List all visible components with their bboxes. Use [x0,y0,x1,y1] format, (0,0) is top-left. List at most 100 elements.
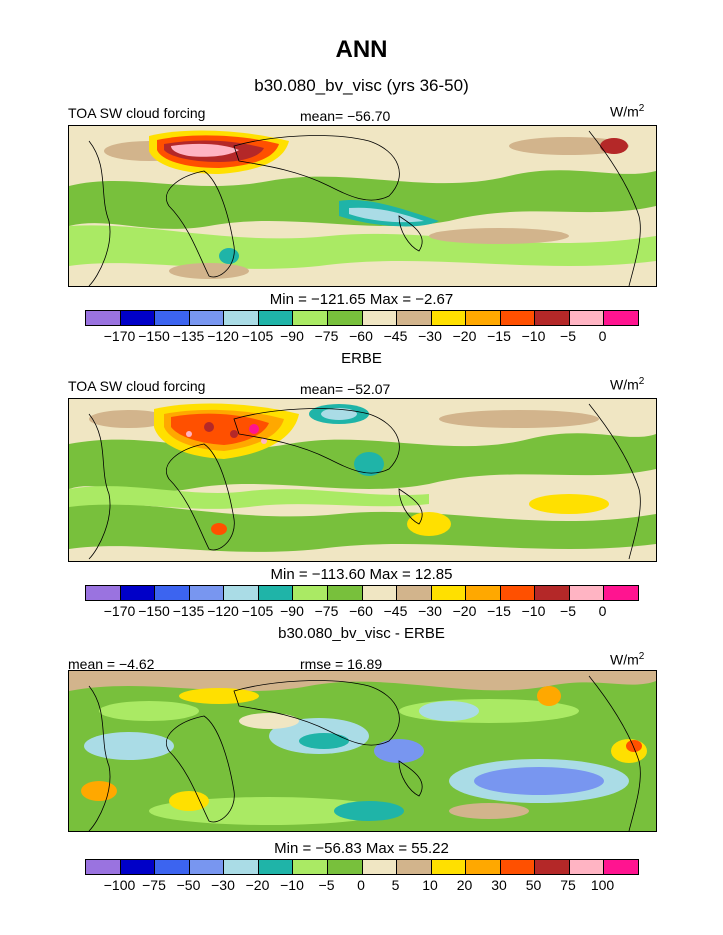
panel3-heading: b30.080_bv_visc - ERBE [278,625,445,642]
colorbar-swatch [397,311,432,325]
colorbar-tick-label: −105 [241,603,274,619]
colorbar-tick-label: 50 [525,877,542,893]
colorbar-swatch [155,860,190,874]
colorbar-swatch [569,311,605,325]
colorbar-swatch [500,311,536,325]
colorbar-tick-label: −45 [383,328,408,344]
colorbar-tick-label: −90 [280,328,304,344]
colorbar-tick-label: 0 [598,603,607,619]
panel2-colorbar [85,585,639,601]
colorbar-tick-label: −10 [521,328,546,344]
colorbar-swatch [604,311,638,325]
colorbar-tick-label: −120 [207,328,239,344]
colorbar-tick-label: −5 [560,603,576,619]
colorbar-tick-label: −60 [349,328,373,344]
colorbar-tick-label: −5 [318,877,335,893]
colorbar-swatch [293,586,328,600]
colorbar-tick-label: −30 [418,603,442,619]
colorbar-swatch [569,860,605,874]
colorbar-tick-label: −100 [103,877,136,893]
colorbar-tick-label: −170 [103,603,136,619]
case-subtitle: b30.080_bv_visc (yrs 36-50) [254,76,469,95]
colorbar-swatch [258,586,294,600]
panel1-mean-label: mean= −56.70 [300,108,391,124]
colorbar-swatch [120,311,156,325]
colorbar-tick-label: −45 [383,603,408,619]
colorbar-tick-label: −170 [103,328,136,344]
panel1-map [68,125,657,287]
colorbar-swatch [362,860,398,874]
colorbar-tick-label: −75 [314,328,339,344]
colorbar-swatch [327,311,363,325]
panel2-heading: ERBE [341,350,382,367]
colorbar-swatch [569,586,605,600]
colorbar-swatch [155,311,190,325]
colorbar-tick-label: −30 [418,328,442,344]
colorbar-tick-label: −75 [142,877,166,893]
colorbar-swatch [431,586,467,600]
colorbar-swatch [293,860,328,874]
colorbar-swatch [535,860,570,874]
colorbar-swatch [155,586,190,600]
colorbar-swatch [86,311,121,325]
colorbar-swatch [293,311,328,325]
colorbar-swatch [466,311,501,325]
colorbar-tick-label: −20 [452,328,477,344]
colorbar-swatch [86,586,121,600]
colorbar-swatch [258,311,294,325]
colorbar-tick-label: −135 [172,603,205,619]
colorbar-tick-label: −150 [138,603,170,619]
colorbar-tick-label: 20 [456,877,473,893]
panel3-map [68,670,657,832]
colorbar-swatch [327,586,363,600]
colorbar-swatch [397,586,432,600]
panel2-map [68,398,657,562]
colorbar-swatch [224,586,259,600]
panel1-minmax: Min = −121.65 Max = −2.67 [269,291,454,308]
colorbar-tick-label: −60 [349,603,373,619]
panel3-rmse-label: rmse = 16.89 [300,656,383,672]
colorbar-swatch [327,860,363,874]
colorbar-swatch [120,586,156,600]
colorbar-swatch [431,860,467,874]
colorbar-swatch [86,860,121,874]
colorbar-swatch [258,860,294,874]
colorbar-tick-label: −90 [280,603,304,619]
panel3-colorbar [85,859,639,875]
colorbar-swatch [224,311,259,325]
panel1-colorbar [85,310,639,326]
page-title: ANN [335,36,388,63]
colorbar-tick-label: −15 [487,603,511,619]
colorbar-tick-label: −150 [138,328,170,344]
colorbar-swatch [500,586,536,600]
panel2-field [69,399,656,561]
panel2-units: W/m2 [610,376,645,393]
panel2-minmax: Min = −113.60 Max = 12.85 [270,566,453,583]
colorbar-tick-label: −10 [521,603,546,619]
colorbar-tick-label: −50 [176,877,201,893]
colorbar-tick-label: 100 [590,877,615,893]
colorbar-tick-label: −30 [211,877,235,893]
panel1-colorbar-ticks: −170 −150 −135 −120 −105 −90 −75 −60 −45 −30 −20 −1… [85,328,637,346]
panel3-mean-label: mean = −4.62 [68,656,155,672]
panel1-field [69,126,656,286]
colorbar-swatch [397,860,432,874]
colorbar-swatch [362,586,398,600]
colorbar-tick-label: −10 [280,877,304,893]
colorbar-swatch [431,311,467,325]
panel2-colorbar-ticks: −170 −150 −135 −120 −105 −90 −75 −60 −45 −30 −20 −1… [85,603,637,621]
colorbar-tick-label: −135 [172,328,205,344]
panel3-field [69,671,656,831]
colorbar-swatch [189,311,225,325]
colorbar-swatch [535,311,570,325]
panel2-left-label: TOA SW cloud forcing [68,378,206,394]
colorbar-swatch [604,586,638,600]
colorbar-swatch [500,860,536,874]
colorbar-swatch [189,586,225,600]
colorbar-swatch [466,586,501,600]
panel3-minmax: Min = −56.83 Max = 55.22 [274,840,449,857]
colorbar-swatch [224,860,259,874]
colorbar-tick-label: −75 [314,603,339,619]
colorbar-swatch [604,860,638,874]
colorbar-swatch [189,860,225,874]
